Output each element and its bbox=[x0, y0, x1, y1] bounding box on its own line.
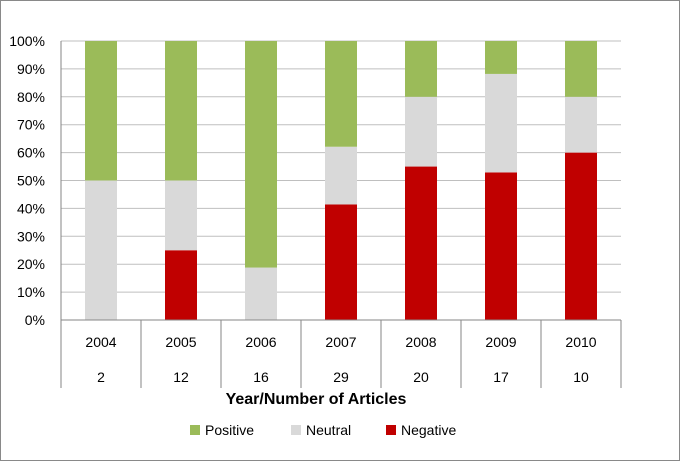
x-tick-label-article-count: 2 bbox=[97, 369, 105, 385]
bars bbox=[85, 41, 597, 320]
bar-negative-2008 bbox=[405, 166, 437, 320]
x-tick-label-article-count: 20 bbox=[413, 369, 429, 385]
bar-positive-2005 bbox=[165, 41, 197, 181]
y-tick-label: 70% bbox=[17, 117, 45, 133]
y-axis: 0% 10% 20% 30% 40% 50% 60% 70% 80% 90% 100% bbox=[9, 33, 62, 328]
y-tick-label: 90% bbox=[17, 61, 45, 77]
bar-positive-2009 bbox=[485, 41, 517, 74]
legend-label-positive: Positive bbox=[205, 422, 254, 438]
x-tick-label-year: 2004 bbox=[85, 334, 116, 350]
x-tick-label-article-count: 10 bbox=[573, 369, 589, 385]
x-tick-label-article-count: 29 bbox=[333, 369, 349, 385]
bar-neutral-2005 bbox=[165, 180, 197, 251]
x-tick-label-year: 2006 bbox=[245, 334, 276, 350]
legend-label-negative: Negative bbox=[401, 422, 456, 438]
bar-negative-2009 bbox=[485, 172, 517, 320]
bar-positive-2007 bbox=[325, 41, 357, 147]
x-tick-label-year: 2005 bbox=[165, 334, 196, 350]
y-tick-label: 60% bbox=[17, 145, 45, 161]
legend-swatch-neutral bbox=[291, 425, 301, 435]
bar-neutral-2004 bbox=[85, 180, 117, 320]
y-tick-label: 30% bbox=[17, 228, 45, 244]
legend: Positive Neutral Negative bbox=[190, 422, 456, 438]
bar-negative-2005 bbox=[165, 250, 197, 320]
y-tick-label: 100% bbox=[9, 33, 45, 49]
x-tick-label-article-count: 16 bbox=[253, 369, 269, 385]
x-tick-label-article-count: 12 bbox=[173, 369, 189, 385]
y-tick-label: 10% bbox=[17, 284, 45, 300]
y-tick-label: 20% bbox=[17, 256, 45, 272]
x-tick-label-year: 2008 bbox=[405, 334, 436, 350]
y-tick-label: 80% bbox=[17, 89, 45, 105]
bar-neutral-2009 bbox=[485, 73, 517, 173]
y-tick-label: 50% bbox=[17, 173, 45, 189]
bar-positive-2010 bbox=[565, 41, 597, 97]
x-tick-label-year: 2009 bbox=[485, 334, 516, 350]
x-axis: 2004 2 2005 12 2006 16 2007 29 2008 20 2009 17 2010 1… bbox=[60, 319, 622, 388]
bar-neutral-2008 bbox=[405, 96, 437, 167]
bar-negative-2007 bbox=[325, 204, 357, 320]
bar-positive-2008 bbox=[405, 41, 437, 97]
bar-positive-2006 bbox=[245, 41, 277, 268]
bar-negative-2010 bbox=[565, 152, 597, 320]
x-axis-title: Year/Number of Articles bbox=[226, 391, 407, 408]
legend-swatch-negative bbox=[386, 425, 396, 435]
x-tick-label-year: 2007 bbox=[325, 334, 356, 350]
bar-neutral-2007 bbox=[325, 146, 357, 205]
y-tick-label: 40% bbox=[17, 200, 45, 216]
legend-swatch-positive bbox=[190, 425, 200, 435]
y-tick-label: 0% bbox=[25, 312, 45, 328]
bar-neutral-2006 bbox=[245, 267, 277, 320]
x-tick-label-article-count: 17 bbox=[493, 369, 509, 385]
bar-neutral-2010 bbox=[565, 96, 597, 153]
bar-positive-2004 bbox=[85, 41, 117, 181]
legend-label-neutral: Neutral bbox=[306, 422, 351, 438]
x-tick-label-year: 2010 bbox=[565, 334, 596, 350]
